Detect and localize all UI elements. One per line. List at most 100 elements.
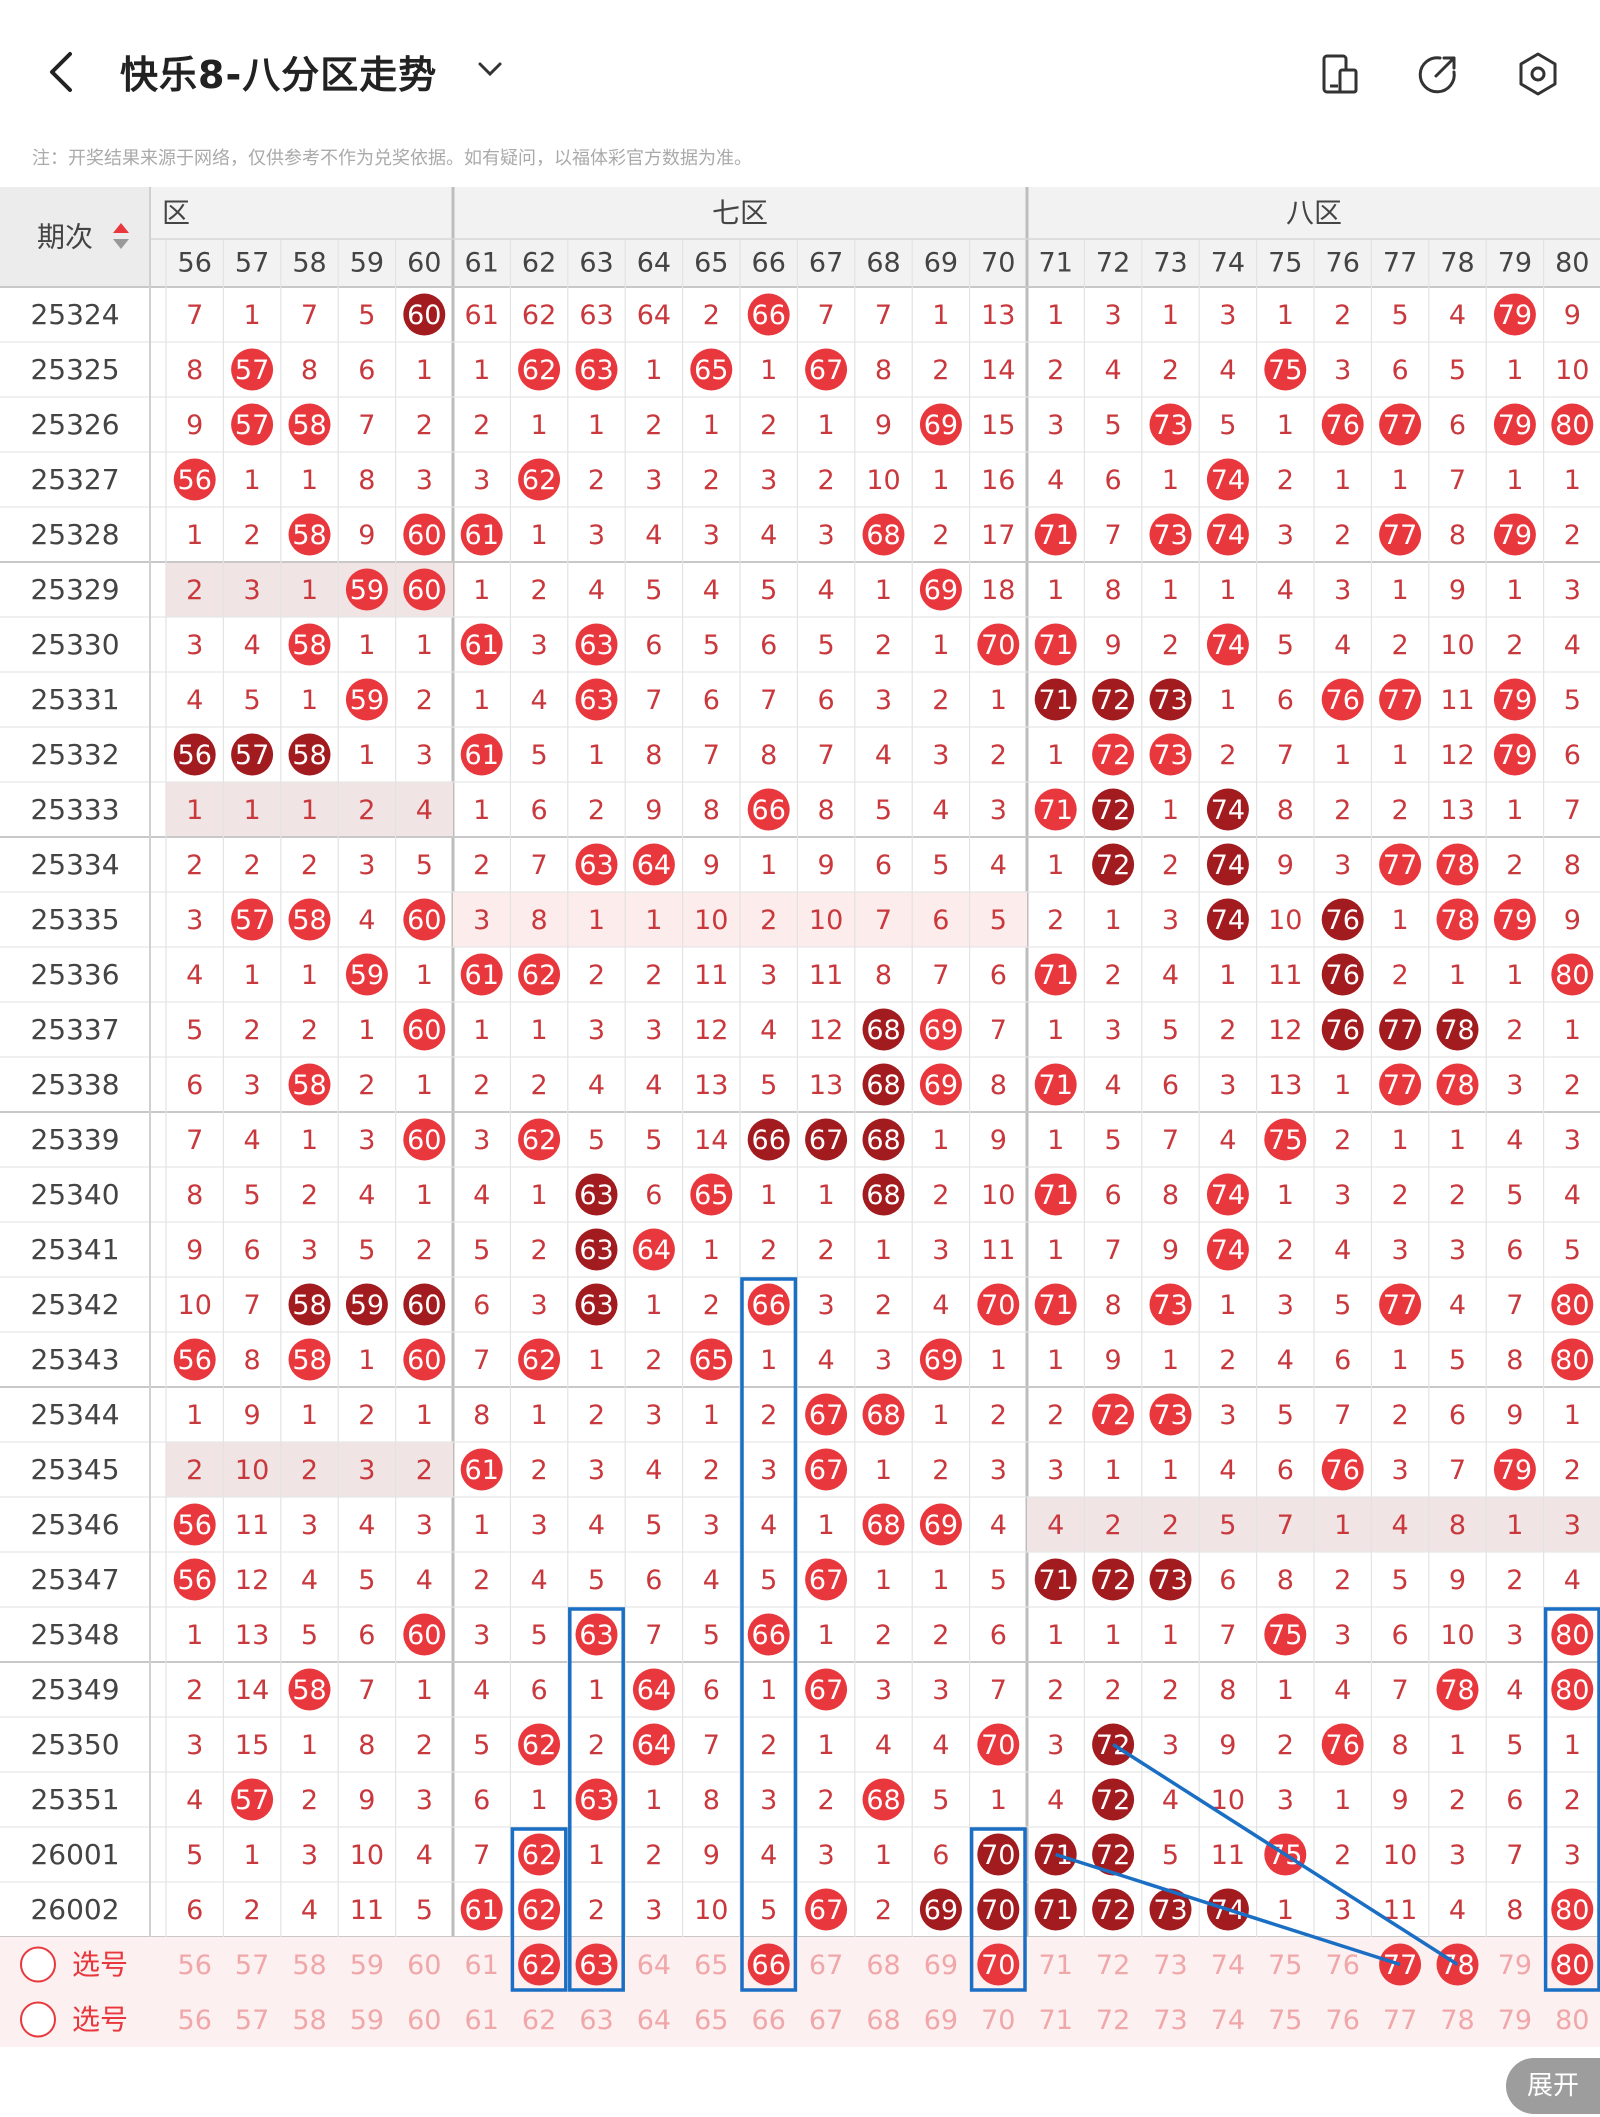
selectable-number[interactable]: 67	[809, 1950, 843, 1981]
selectable-number[interactable]: 79	[1498, 2005, 1532, 2036]
selectable-number[interactable]: 68	[866, 1950, 900, 1981]
drawn-number-ball	[1092, 1778, 1135, 1821]
omission-count: 4	[1449, 1895, 1466, 1926]
chevron-down-icon[interactable]	[474, 58, 506, 82]
selectable-number[interactable]: 68	[866, 2005, 900, 2036]
omission-count: 7	[645, 685, 662, 716]
omission-count: 5	[186, 1840, 203, 1871]
omission-count: 6	[186, 1070, 203, 1101]
selectable-number[interactable]: 76	[1326, 2005, 1360, 2036]
period-header-cell	[0, 187, 150, 287]
table-row: 25332 56 57 58 1 3 61 5 1 8 7 8 7 4 3 2 1 72 73 2 7 1 1 12 79 6	[30, 733, 1581, 776]
omission-count: 2	[1277, 465, 1294, 496]
phone-layout-icon[interactable]	[1316, 50, 1364, 98]
selectable-number[interactable]: 73	[1153, 1950, 1187, 1981]
selectable-number[interactable]: 69	[924, 1950, 958, 1981]
omission-count: 2	[1392, 960, 1409, 991]
omission-count: 1	[1392, 465, 1409, 496]
drawn-number-ball	[1379, 1063, 1422, 1106]
expand-button[interactable]: 展开	[1506, 2058, 1600, 2114]
selectable-number[interactable]: 71	[1039, 1950, 1073, 1981]
select-radio-icon[interactable]	[20, 2001, 56, 2038]
omission-count: 6	[1449, 1400, 1466, 1431]
selectable-number[interactable]: 61	[465, 2005, 499, 2036]
selectable-number[interactable]: 64	[637, 1950, 671, 1981]
selectable-number[interactable]: 57	[235, 2005, 269, 2036]
selectable-number[interactable]: 60	[407, 1950, 441, 1981]
omission-count: 2	[703, 300, 720, 331]
selectable-number[interactable]: 60	[407, 2005, 441, 2036]
selected-number-ball[interactable]	[575, 1943, 618, 1986]
selectable-number[interactable]: 65	[694, 2005, 728, 2036]
selectable-number[interactable]: 67	[809, 2005, 843, 2036]
drawn-number-ball	[1149, 1393, 1192, 1436]
omission-count: 2	[301, 1015, 318, 1046]
selectable-number[interactable]: 76	[1326, 1950, 1360, 1981]
selectable-number[interactable]: 63	[579, 2005, 613, 2036]
selectable-number[interactable]: 80	[1555, 2005, 1589, 2036]
selectable-number[interactable]: 74	[1211, 2005, 1245, 2036]
omission-count: 1	[588, 1840, 605, 1871]
omission-count: 4	[1219, 355, 1236, 386]
drawn-number-text: 57	[235, 410, 269, 441]
omission-count: 1	[301, 685, 318, 716]
selectable-number[interactable]: 70	[981, 2005, 1015, 2036]
selectable-number[interactable]: 59	[350, 1950, 384, 1981]
omission-count: 13	[235, 1620, 269, 1651]
period-cell: 25335	[30, 903, 119, 936]
omission-count: 2	[932, 520, 949, 551]
selectable-number[interactable]: 61	[465, 1950, 499, 1981]
selectable-number[interactable]: 77	[1383, 2005, 1417, 2036]
selectable-number[interactable]: 78	[1440, 2005, 1474, 2036]
selectable-number[interactable]: 75	[1268, 1950, 1302, 1981]
drawn-number-ball	[231, 1778, 274, 1821]
back-arrow-icon[interactable]	[40, 48, 84, 96]
selectable-number[interactable]: 62	[522, 2005, 556, 2036]
selectable-number[interactable]: 58	[292, 1950, 326, 1981]
selectable-number[interactable]: 75	[1268, 2005, 1302, 2036]
selectable-number[interactable]: 71	[1039, 2005, 1073, 2036]
selectable-number[interactable]: 73	[1153, 2005, 1187, 2036]
selectable-number[interactable]: 74	[1211, 1950, 1245, 1981]
omission-count: 4	[1449, 1290, 1466, 1321]
drawn-number-ball	[403, 1118, 446, 1161]
selectable-number[interactable]: 59	[350, 2005, 384, 2036]
select-radio-icon[interactable]	[20, 1946, 56, 1983]
selectable-number[interactable]: 72	[1096, 1950, 1130, 1981]
selectable-number[interactable]: 64	[637, 2005, 671, 2036]
drawn-number-text: 71	[1039, 630, 1073, 661]
drawn-number-text: 66	[752, 795, 786, 826]
settings-gear-icon[interactable]	[1514, 50, 1562, 98]
omission-count: 7	[358, 410, 375, 441]
omission-count: 3	[358, 1125, 375, 1156]
selectable-number[interactable]: 66	[752, 2005, 786, 2036]
omission-count: 9	[1449, 575, 1466, 606]
selectable-number[interactable]: 57	[235, 1950, 269, 1981]
selected-number-ball[interactable]	[518, 1943, 561, 1986]
omission-count: 2	[645, 410, 662, 441]
selectable-number[interactable]: 65	[694, 1950, 728, 1981]
omission-count: 1	[1162, 1455, 1179, 1486]
sort-up-icon[interactable]	[113, 223, 129, 233]
sort-down-icon[interactable]	[113, 239, 129, 249]
selectable-number[interactable]: 72	[1096, 2005, 1130, 2036]
selected-number-ball[interactable]	[1551, 1943, 1594, 1986]
omission-count: 1	[1277, 300, 1294, 331]
selectable-number[interactable]: 56	[178, 2005, 212, 2036]
omission-count: 4	[416, 1565, 433, 1596]
selectable-number[interactable]: 58	[292, 2005, 326, 2036]
selected-number-ball[interactable]	[747, 1943, 790, 1986]
omission-count: 1	[358, 630, 375, 661]
drawn-number-text: 75	[1268, 355, 1302, 386]
period-cell: 25325	[30, 353, 119, 386]
omission-count: 13	[809, 1070, 843, 1101]
share-icon[interactable]	[1414, 50, 1462, 98]
column-header-56: 56	[178, 248, 212, 279]
selectable-number[interactable]: 56	[178, 1950, 212, 1981]
selected-number-ball[interactable]	[977, 1943, 1020, 1986]
selectable-number[interactable]: 69	[924, 2005, 958, 2036]
omission-count: 2	[473, 1070, 490, 1101]
period-cell: 26002	[30, 1893, 119, 1926]
omission-count: 2	[1105, 1675, 1122, 1706]
selectable-number[interactable]: 79	[1498, 1950, 1532, 1981]
